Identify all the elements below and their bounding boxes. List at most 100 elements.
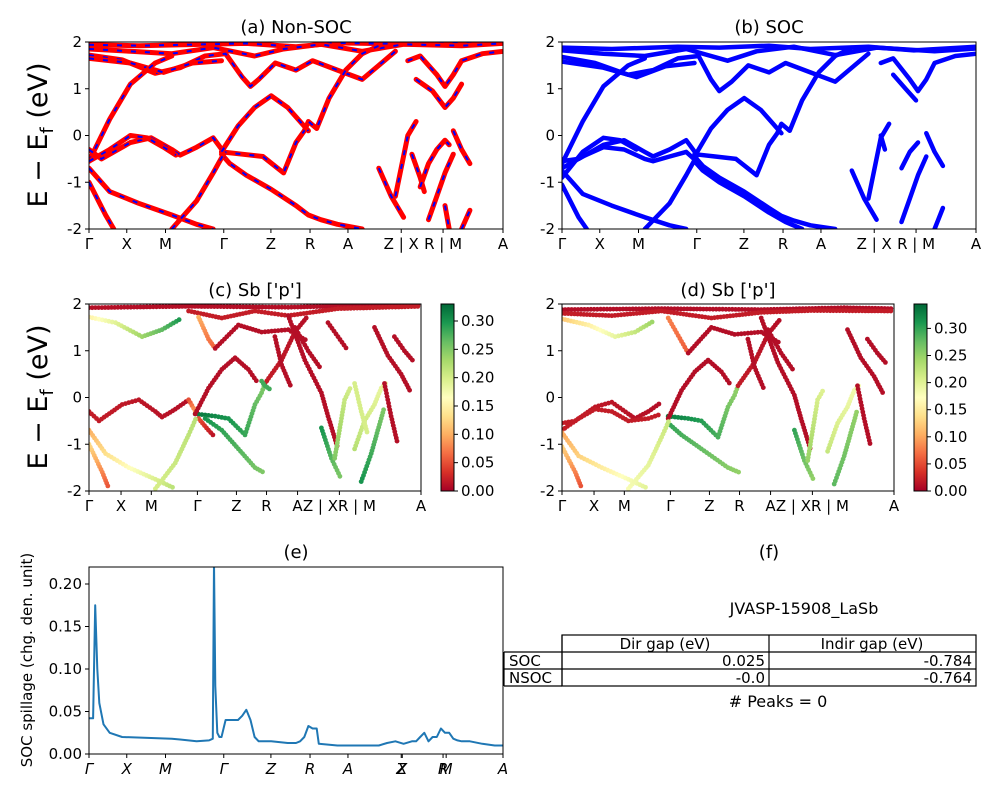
projection-point bbox=[569, 307, 574, 312]
band-line bbox=[692, 154, 838, 229]
projection-point bbox=[364, 429, 370, 435]
band-line bbox=[89, 135, 227, 162]
band-line-dash bbox=[460, 209, 471, 229]
projection-point bbox=[381, 407, 386, 413]
table-header-dir-gap: Dir gap (eV) bbox=[620, 635, 711, 653]
projection-point bbox=[253, 378, 259, 384]
table-cell: 0.025 bbox=[722, 652, 765, 670]
y-tick-label: 0.00 bbox=[49, 745, 82, 763]
band-line bbox=[932, 205, 946, 229]
table-header-indir-gap: Indir gap (eV) bbox=[821, 635, 924, 653]
panel-a-non-soc-bands: (a) Non-SOC -2 -1 0 1 2 Γ X M Γ Z R A Z | X R | M A bbox=[67, 17, 509, 253]
y-tick-label: 2 bbox=[545, 33, 555, 51]
band-line bbox=[692, 95, 784, 159]
projection-point bbox=[883, 360, 888, 365]
band-line bbox=[878, 133, 888, 152]
projection-point bbox=[578, 483, 584, 489]
y-tick-label: -2 bbox=[67, 482, 82, 500]
projection-point bbox=[415, 304, 421, 309]
x-tick-label: M bbox=[632, 235, 645, 253]
x-tick-label: A bbox=[816, 235, 827, 253]
y-tick-label: 0.20 bbox=[49, 575, 82, 593]
table-cell: -0.764 bbox=[924, 669, 972, 687]
projection-point bbox=[96, 305, 101, 310]
band-line bbox=[562, 59, 697, 80]
x-tick-label: R bbox=[438, 760, 448, 778]
x-tick-label: R bbox=[778, 235, 788, 253]
projection-point bbox=[726, 380, 732, 386]
x-tick-label: Γ bbox=[85, 497, 94, 515]
panel-c-title: (c) Sb ['p'] bbox=[208, 280, 302, 301]
projection-point bbox=[221, 304, 227, 310]
band-line-dash bbox=[419, 138, 450, 188]
x-tick-label: R bbox=[305, 235, 315, 253]
projection-point bbox=[656, 401, 662, 407]
colorbar-tick-label: 0.05 bbox=[934, 455, 967, 473]
y-tick-label: 1 bbox=[72, 342, 82, 360]
x-tick-label: Z bbox=[231, 497, 241, 515]
projection-point bbox=[347, 386, 353, 391]
band-line-dash bbox=[89, 134, 177, 163]
y-tick-label: 0 bbox=[545, 127, 555, 145]
band-line bbox=[562, 44, 976, 63]
x-tick-label: X bbox=[122, 235, 132, 253]
projection-point bbox=[247, 304, 253, 310]
x-tick-label: Γ bbox=[85, 760, 95, 778]
ylabel-top-row: E − Ef (eV) bbox=[23, 63, 58, 208]
band-line-dash bbox=[220, 94, 310, 153]
band-line bbox=[89, 179, 117, 229]
projection-point bbox=[655, 412, 661, 418]
band-line-dash bbox=[407, 50, 503, 89]
x-tick-label: Γ bbox=[220, 760, 230, 778]
colorbar-tick-label: 0.25 bbox=[934, 346, 967, 364]
y-tick-label: -2 bbox=[540, 482, 555, 500]
band-line-dash bbox=[452, 130, 471, 165]
panel-b-title: (b) SOC bbox=[734, 17, 803, 38]
x-tick-label: A bbox=[889, 497, 900, 515]
panel-d-title: (d) Sb ['p'] bbox=[680, 280, 775, 301]
x-tick-label: A bbox=[497, 760, 508, 778]
plot-frame bbox=[88, 566, 504, 755]
y-tick-label: 0.15 bbox=[49, 618, 82, 636]
band-line bbox=[849, 168, 879, 222]
projection-point bbox=[272, 304, 278, 310]
projection-point bbox=[317, 364, 322, 370]
x-tick-label: R bbox=[305, 760, 315, 778]
panel-b-soc-bands: (b) SOC -2 -1 0 1 2 Γ X M Γ Z R A Z | X R | M A bbox=[540, 17, 982, 253]
y-tick-label: -2 bbox=[67, 220, 82, 238]
band-line-dash bbox=[89, 55, 173, 162]
projection-point bbox=[694, 306, 700, 312]
x-tick-label: R bbox=[734, 497, 744, 515]
colorbar-tick-label: 0.30 bbox=[934, 319, 967, 337]
x-tick-label: M bbox=[618, 497, 631, 515]
projection-point bbox=[760, 385, 766, 390]
y-tick-label: 0.10 bbox=[49, 660, 82, 678]
x-tick-label: M bbox=[440, 760, 453, 778]
projection-point bbox=[745, 307, 751, 312]
x-tick-label: Γ bbox=[558, 235, 567, 253]
projection-point bbox=[267, 386, 272, 392]
band-line-dash bbox=[427, 153, 455, 221]
y-tick-label: 0 bbox=[72, 389, 82, 407]
x-tick-label: Γ bbox=[693, 235, 702, 253]
y-tick-label: -1 bbox=[540, 435, 555, 453]
colorbar bbox=[913, 303, 928, 492]
x-tick-label: Z bbox=[704, 497, 714, 515]
projection-point bbox=[343, 345, 349, 351]
x-tick-label: Z | XR | M bbox=[776, 497, 849, 515]
table-cell: -0.784 bbox=[924, 652, 972, 670]
projection-point bbox=[649, 319, 655, 325]
colorbar-tick-label: 0.10 bbox=[461, 425, 494, 443]
table-row-label: SOC bbox=[509, 652, 541, 670]
colorbar-tick-label: 0.00 bbox=[461, 482, 494, 500]
x-tick-label: Γ bbox=[558, 497, 567, 515]
x-tick-label: A bbox=[765, 497, 776, 515]
projection-point bbox=[176, 317, 182, 323]
y-tick-label: 0.05 bbox=[49, 703, 82, 721]
colorbar-tick-label: 0.15 bbox=[934, 401, 967, 419]
x-tick-label: A bbox=[498, 235, 509, 253]
projection-point bbox=[287, 382, 293, 388]
band-line bbox=[409, 151, 427, 195]
band-line bbox=[899, 154, 929, 225]
